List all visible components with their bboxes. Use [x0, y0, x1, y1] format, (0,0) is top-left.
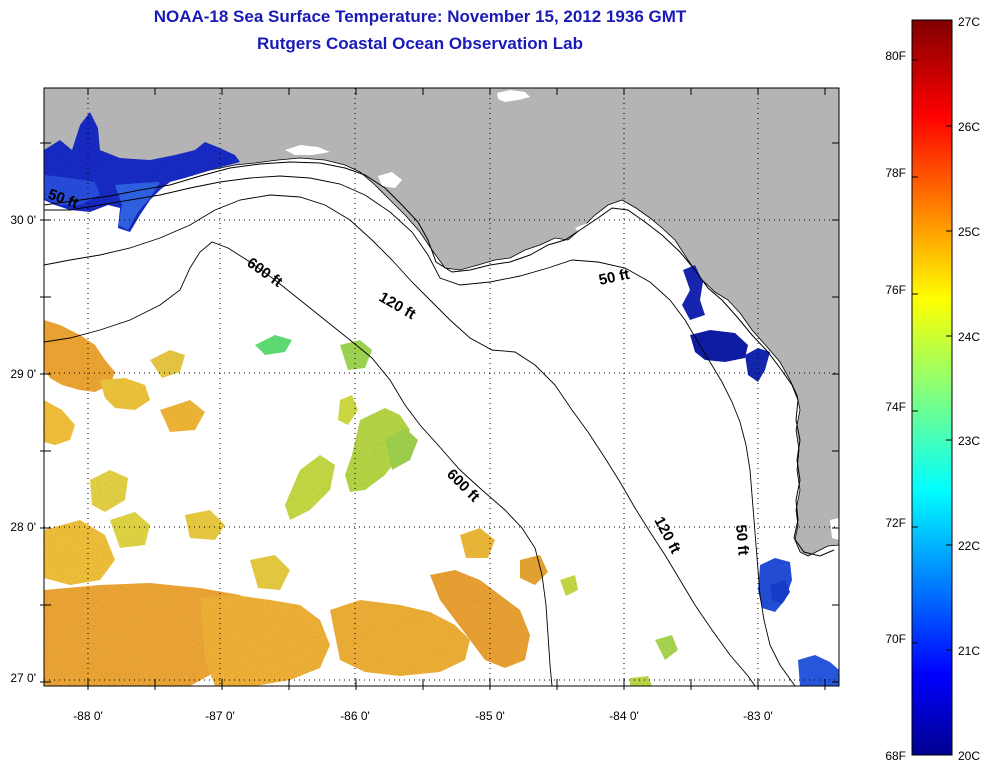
lon-axis: -88 0' -87 0' -86 0' -85 0' -84 0' -83 0…	[73, 709, 773, 723]
map-frame	[43, 87, 840, 687]
inland-lake	[497, 90, 530, 102]
map-title: NOAA-18 Sea Surface Temperature: Novembe…	[153, 7, 687, 26]
colorbar-c-label: 27C	[958, 15, 980, 29]
colorbar-c-label: 23C	[958, 434, 980, 448]
tick-marks	[40, 88, 839, 690]
contour-600ft	[43, 241, 553, 687]
lon-label: -88 0'	[73, 709, 103, 723]
lat-axis: 30 0' 29 0' 28 0' 27 0'	[10, 213, 36, 685]
lon-label: -85 0'	[475, 709, 505, 723]
lat-label: 28 0'	[10, 520, 36, 534]
colorbar-gradient	[911, 19, 953, 756]
colorbar-f-label: 76F	[885, 283, 906, 297]
colorbar-c-label: 21C	[958, 644, 980, 658]
colorbar-f-label: 68F	[885, 749, 906, 763]
contour-label-50ft-north: 50 ft	[597, 266, 631, 289]
colorbar-f-label: 72F	[885, 516, 906, 530]
colorbar-c-label: 26C	[958, 120, 980, 134]
colorbar-c-label: 20C	[958, 749, 980, 763]
colorbar: 80F 78F 76F 74F 72F 70F 68F 27C 26C 25C …	[885, 15, 980, 763]
bay-inlet	[285, 145, 330, 155]
lon-label: -87 0'	[205, 709, 235, 723]
colorbar-c-label: 24C	[958, 330, 980, 344]
colorbar-c-label: 22C	[958, 539, 980, 553]
lon-label: -83 0'	[743, 709, 773, 723]
bay-inlet	[378, 172, 402, 188]
sst-warm-patches	[44, 320, 678, 686]
bay-inlet	[575, 222, 604, 236]
colorbar-f-label: 80F	[885, 49, 906, 63]
lat-label: 29 0'	[10, 367, 36, 381]
coastline	[43, 161, 835, 557]
colorbar-f-label: 78F	[885, 166, 906, 180]
lat-label: 30 0'	[10, 213, 36, 227]
bay-inlet	[830, 518, 839, 540]
contour-50ft	[44, 175, 796, 687]
lon-label: -86 0'	[340, 709, 370, 723]
contour-120ft	[43, 194, 756, 687]
colorbar-f-label: 70F	[885, 632, 906, 646]
colorbar-c-label: 25C	[958, 225, 980, 239]
cold-water-patches	[44, 112, 839, 686]
map-subtitle: Rutgers Coastal Ocean Observation Lab	[257, 34, 583, 53]
contour-label-50ft-south: 50 ft	[732, 524, 752, 556]
colorbar-f-label: 74F	[885, 400, 906, 414]
lat-label: 27 0'	[10, 671, 36, 685]
lon-label: -84 0'	[609, 709, 639, 723]
